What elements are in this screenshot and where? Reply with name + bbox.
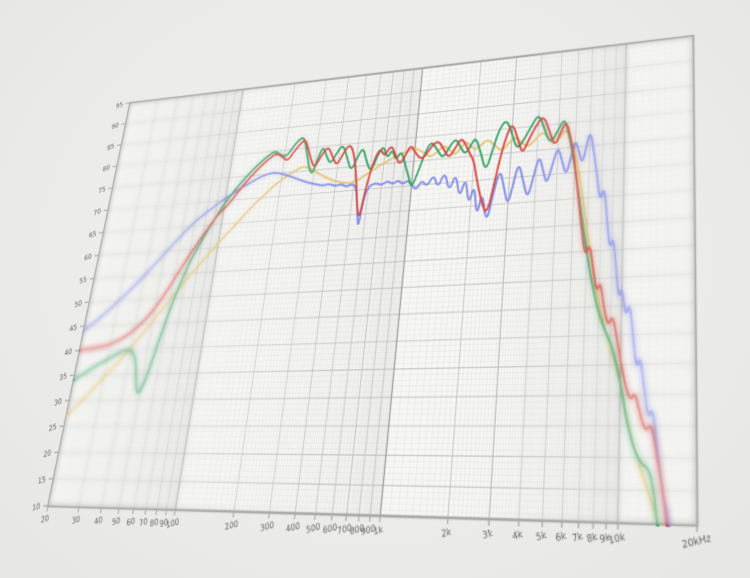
y-tick-label: 65 (89, 231, 97, 241)
x-tick-label: 700 (337, 524, 353, 537)
x-tick-label: 3k (482, 529, 494, 542)
x-tick-label: 200 (224, 520, 238, 533)
y-tick-label: 25 (49, 424, 57, 434)
y-tick-label: 85 (107, 143, 115, 152)
x-tick-label: 9k (599, 533, 613, 546)
x-tick-label: 7k (571, 532, 584, 545)
x-tick-label: 20kHz (681, 534, 712, 552)
y-tick-label: 90 (112, 122, 120, 131)
y-tick-label: 75 (98, 186, 106, 195)
x-tick-label: 70 (139, 518, 148, 529)
x-tick-label: 300 (260, 521, 275, 534)
y-tick-label: 70 (94, 208, 102, 217)
x-tick-label: 500 (306, 523, 321, 536)
x-tick-label: 30 (72, 516, 81, 527)
x-tick-label: 20 (41, 515, 50, 526)
x-tick-label: 5k (535, 531, 548, 544)
y-tick-label: 50 (74, 300, 82, 310)
x-tick-label: 50 (112, 517, 121, 528)
y-tick-label: 20 (43, 449, 51, 460)
y-tick-label: 10 (32, 503, 41, 514)
y-tick-label: 15 (38, 476, 46, 487)
y-tick-label: 60 (84, 253, 92, 263)
x-tick-label: 400 (286, 522, 301, 535)
x-tick-label: 10k (608, 533, 627, 548)
x-tick-label: 2k (441, 528, 453, 541)
x-tick-label: 4k (512, 530, 525, 543)
x-tick-label: 100 (166, 518, 180, 531)
x-tick-label: 8k (586, 533, 600, 546)
y-tick-label: 95 (116, 102, 123, 111)
x-tick-label: 800 (349, 524, 365, 537)
x-tick-label: 60 (126, 517, 135, 528)
x-tick-label: 900 (360, 525, 376, 539)
y-tick-label: 35 (59, 373, 67, 383)
y-tick-label: 45 (69, 324, 77, 334)
x-tick-label: 40 (94, 516, 103, 527)
plot-background (48, 36, 698, 526)
x-tick-label: 90 (159, 519, 168, 530)
y-tick-label: 40 (64, 348, 72, 358)
chart-plane-blur-overlay: 20 30 40 50 60 70 80 90 100 200 300 400 500 600 700 800… (32, 36, 712, 552)
x-tick-label: 600 (323, 523, 339, 536)
y-tick-label: 80 (103, 165, 111, 174)
y-tick-label: 30 (54, 398, 62, 408)
x-tick-label: 80 (150, 518, 159, 529)
x-tick-label: 1k (373, 526, 384, 538)
x-tick-label: 6k (555, 531, 568, 544)
y-tick-label: 55 (79, 276, 87, 286)
